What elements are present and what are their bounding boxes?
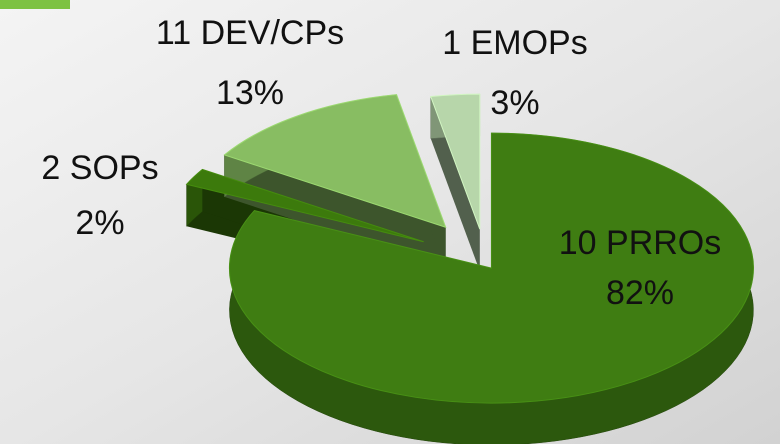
slice-side: [430, 96, 480, 272]
slice: [430, 93, 481, 230]
slice: [223, 94, 447, 229]
slice-tops: [185, 93, 754, 404]
slice-side: [224, 154, 446, 270]
slice: [185, 168, 424, 243]
accent-bar: [0, 0, 70, 9]
slice-percent: 82%: [606, 274, 674, 312]
labels: 10 PRROs 82% 2 SOPs 2% 11 DEV/CPs 13% 1 EMOPs 3…: [41, 14, 721, 312]
slice-label: 1 EMOPs: [442, 24, 587, 62]
slice-label: 10 PRROs: [559, 224, 722, 262]
slice: [228, 132, 754, 404]
slice-label: 11 DEV/CPs: [156, 14, 344, 52]
slice-label: 2 SOPs: [41, 149, 158, 187]
slice-percent: 13%: [216, 74, 284, 112]
slice-percent: 2%: [75, 204, 124, 242]
slice-percent: 3%: [490, 84, 539, 122]
